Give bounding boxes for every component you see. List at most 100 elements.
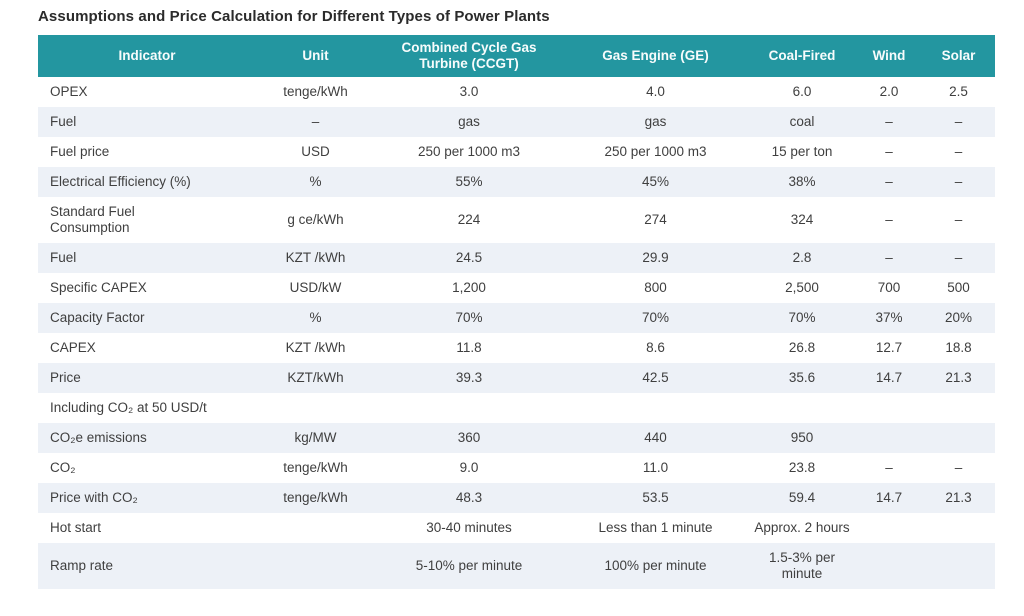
- cell-ccgt: 250 per 1000 m3: [417, 144, 521, 159]
- cell-solar: 2.5: [949, 84, 968, 99]
- cell-gas-engine: gas: [644, 114, 667, 129]
- cell-ccgt: 24.5: [455, 250, 483, 265]
- cell-ccgt: 48.3: [455, 490, 483, 505]
- cell-coal-fired: 324: [790, 212, 814, 227]
- cell-indicator: CO₂e emissions: [38, 423, 256, 453]
- cell-unit: [256, 513, 375, 543]
- cell-indicator: Price: [38, 363, 256, 393]
- indicator-text: CAPEX: [50, 340, 96, 355]
- cell-wind: [856, 423, 922, 453]
- cell-solar: 20%: [944, 310, 973, 325]
- cell-solar: [922, 543, 995, 589]
- cell-wind: –: [885, 144, 893, 159]
- cell-unit: KZT /kWh: [285, 250, 346, 265]
- indicator-text: CO₂: [50, 460, 76, 475]
- cell-solar: –: [954, 144, 963, 159]
- indicator-text: Price: [50, 370, 81, 385]
- cell-unit: tenge/kWh: [283, 460, 348, 475]
- indicator-text: Fuel price: [50, 144, 110, 159]
- table-row: Fuel KZT /kWh 24.5 29.9 2.8 – –: [38, 243, 995, 273]
- cell-solar: 18.8: [945, 340, 972, 355]
- cell-coal-fired: 35.6: [788, 370, 816, 385]
- cell-coal-fired: 950: [790, 430, 814, 445]
- cell-ccgt: 39.3: [455, 370, 483, 385]
- cell-ccgt: 3.0: [459, 84, 479, 99]
- cell-ccgt: 224: [457, 212, 481, 227]
- cell-ccgt: 1,200: [452, 280, 486, 295]
- cell-indicator: Fuel: [38, 243, 256, 273]
- cell-coal-fired: 26.8: [788, 340, 816, 355]
- cell-solar: –: [954, 212, 963, 227]
- cell-gas-engine: 4.0: [646, 84, 665, 99]
- column-header-unit: Unit: [256, 35, 375, 77]
- cell-unit: [256, 543, 375, 589]
- page: Assumptions and Price Calculation for Di…: [38, 8, 995, 589]
- cell-solar: [922, 423, 995, 453]
- cell-indicator: Standard Fuel Consumption: [38, 197, 256, 243]
- cell-gas-engine: 100% per minute: [604, 558, 707, 573]
- cell-solar: –: [954, 114, 963, 129]
- cell-indicator: Electrical Efficiency (%): [38, 167, 256, 197]
- cell-unit: KZT/kWh: [287, 370, 344, 385]
- cell-coal-fired: 2,500: [785, 280, 819, 295]
- table-row: OPEX tenge/kWh 3.0 4.0 6.0 2.0 2.5: [38, 77, 995, 107]
- cell-wind: 2.0: [879, 84, 899, 99]
- power-plants-table: Indicator Unit Combined Cycle Gas Turbin…: [38, 35, 995, 589]
- cell-solar: –: [954, 460, 963, 475]
- cell-solar: 500: [947, 280, 970, 295]
- cell-coal-fired: 6.0: [792, 84, 812, 99]
- table-row: Standard Fuel Consumption g ce/kWh 224 274 3…: [38, 197, 995, 243]
- table-row: Price with CO₂ tenge/kWh 48.3 53.5 59.4 14.7 2…: [38, 483, 995, 513]
- cell-gas-engine: 274: [644, 212, 667, 227]
- cell-unit: –: [311, 114, 320, 129]
- cell-solar: 21.3: [945, 370, 972, 385]
- table-row: CO₂ tenge/kWh 9.0 11.0 23.8 – –: [38, 453, 995, 483]
- cell-unit: g ce/kWh: [287, 212, 344, 227]
- cell-unit: kg/MW: [294, 430, 337, 445]
- indicator-text: Hot start: [50, 520, 102, 535]
- cell-coal-fired: coal: [789, 114, 815, 129]
- cell-ccgt: gas: [458, 114, 480, 129]
- cell-unit: %: [309, 310, 322, 325]
- cell-wind: –: [885, 114, 893, 129]
- cell-unit: tenge/kWh: [283, 84, 348, 99]
- cell-wind: –: [885, 250, 893, 265]
- cell-unit: USD/kW: [289, 280, 342, 295]
- cell-ccgt: 11.8: [456, 340, 482, 355]
- column-header-coal-fired: Coal-Fired: [748, 35, 856, 77]
- cell-unit: USD: [301, 144, 330, 159]
- cell-coal-fired: 70%: [788, 310, 816, 325]
- cell-unit: tenge/kWh: [283, 490, 348, 505]
- cell-indicator: Specific CAPEX: [38, 273, 256, 303]
- cell-ccgt: 5-10% per minute: [415, 558, 523, 573]
- cell-ccgt: 70%: [455, 310, 483, 325]
- cell-solar: –: [954, 174, 963, 189]
- cell-gas-engine: 250 per 1000 m3: [604, 144, 707, 159]
- column-header-indicator: Indicator: [38, 35, 256, 77]
- table-body: OPEX tenge/kWh 3.0 4.0 6.0 2.0 2.5 Fuel – gas gas c…: [38, 77, 995, 589]
- indicator-text: Price with CO₂: [50, 490, 138, 505]
- cell-gas-engine: 53.5: [642, 490, 669, 505]
- cell-indicator: Capacity Factor: [38, 303, 256, 333]
- cell-gas-engine: 45%: [641, 174, 670, 189]
- cell-wind: –: [885, 174, 893, 189]
- indicator-text: Capacity Factor: [50, 310, 145, 325]
- cell-ccgt: 55%: [455, 174, 483, 189]
- cell-ccgt: 30-40 minutes: [426, 520, 512, 535]
- table-row: Fuel price USD 250 per 1000 m3 250 per 1000…: [38, 137, 995, 167]
- cell-indicator: Fuel: [38, 107, 256, 137]
- table-row: CAPEX KZT /kWh 11.8 8.6 26.8 12.7 18.8: [38, 333, 995, 363]
- cell-ccgt: 9.0: [459, 460, 479, 475]
- cell-wind: 12.7: [875, 340, 903, 355]
- cell-coal-fired: 59.4: [788, 490, 816, 505]
- cell-unit: KZT /kWh: [285, 340, 346, 355]
- cell-gas-engine: 440: [644, 430, 667, 445]
- cell-indicator: Ramp rate: [38, 543, 256, 589]
- cell-indicator: Fuel price: [38, 137, 256, 167]
- cell-wind: 700: [877, 280, 901, 295]
- table-row: Fuel – gas gas coal – –: [38, 107, 995, 137]
- cell-coal-fired: 1.5-3% per minute: [768, 550, 836, 581]
- cell-wind: –: [885, 212, 893, 227]
- column-header-ccgt: Combined Cycle Gas Turbine (CCGT): [375, 35, 563, 77]
- indicator-text: OPEX: [50, 84, 88, 99]
